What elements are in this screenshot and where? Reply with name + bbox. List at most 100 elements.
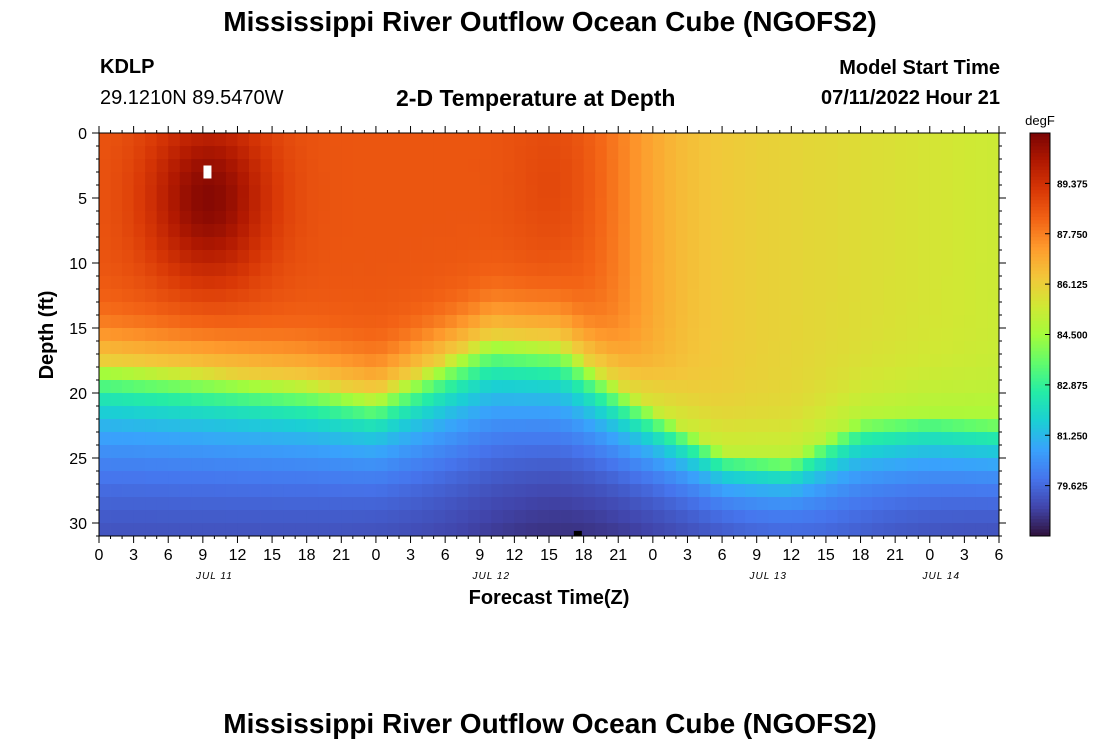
heatmap-cell bbox=[202, 263, 215, 277]
heatmap-cell bbox=[168, 328, 181, 342]
heatmap-cell bbox=[583, 263, 596, 277]
heatmap-cell bbox=[479, 341, 492, 355]
heatmap-cell bbox=[675, 237, 688, 251]
heatmap-cell bbox=[768, 523, 781, 537]
heatmap-cell bbox=[525, 445, 538, 459]
heatmap-cell bbox=[456, 289, 469, 303]
heatmap-cell bbox=[745, 289, 758, 303]
heatmap-cell bbox=[791, 133, 804, 147]
heatmap-cell bbox=[479, 289, 492, 303]
heatmap-cell bbox=[295, 510, 308, 524]
heatmap-cell bbox=[329, 354, 342, 368]
heatmap-cell bbox=[929, 419, 942, 433]
heatmap-cell bbox=[652, 276, 665, 290]
heatmap-cell bbox=[156, 159, 169, 173]
heatmap-cell bbox=[433, 289, 446, 303]
heatmap-cell bbox=[295, 159, 308, 173]
heatmap-cell bbox=[756, 198, 769, 212]
heatmap-cell bbox=[941, 510, 954, 524]
heatmap-cell bbox=[733, 237, 746, 251]
colorbar-segment bbox=[1030, 143, 1050, 147]
heatmap-cell bbox=[895, 471, 908, 485]
heatmap-cell bbox=[791, 289, 804, 303]
heatmap-cell bbox=[399, 523, 411, 537]
heatmap-cell bbox=[664, 211, 677, 225]
heatmap-cell bbox=[525, 250, 538, 264]
heatmap-cell bbox=[779, 497, 792, 511]
heatmap-cell bbox=[572, 471, 585, 485]
heatmap-cell bbox=[906, 250, 919, 264]
heatmap-cell bbox=[295, 198, 308, 212]
heatmap-cell bbox=[133, 445, 146, 459]
heatmap-cell bbox=[975, 211, 988, 225]
heatmap-cell bbox=[652, 523, 665, 537]
heatmap-cell bbox=[468, 172, 481, 186]
heatmap-cell bbox=[641, 276, 654, 290]
heatmap-cell bbox=[814, 406, 827, 420]
heatmap-cell bbox=[756, 380, 769, 394]
heatmap-cell bbox=[468, 133, 481, 147]
heatmap-cell bbox=[860, 445, 873, 459]
heatmap-cell bbox=[122, 146, 135, 160]
heatmap-cell bbox=[687, 224, 700, 238]
heatmap-cell bbox=[975, 328, 988, 342]
heatmap-cell bbox=[387, 341, 400, 355]
heatmap-cell bbox=[422, 341, 435, 355]
heatmap-cell bbox=[618, 432, 631, 446]
heatmap-cell bbox=[641, 172, 654, 186]
heatmap-cell bbox=[664, 484, 677, 498]
heatmap-cell bbox=[722, 393, 735, 407]
heatmap-cell bbox=[479, 211, 492, 225]
heatmap-cell bbox=[145, 497, 158, 511]
heatmap-cell bbox=[779, 289, 792, 303]
heatmap-cell bbox=[929, 497, 942, 511]
heatmap-cell bbox=[179, 224, 192, 238]
heatmap-cell bbox=[756, 484, 769, 498]
heatmap-cell bbox=[272, 276, 285, 290]
heatmap-cell bbox=[272, 185, 285, 199]
heatmap-cell bbox=[237, 146, 250, 160]
colorbar-segment bbox=[1030, 458, 1050, 463]
heatmap-cell bbox=[191, 393, 204, 407]
heatmap-cell bbox=[895, 393, 908, 407]
heatmap-cell bbox=[987, 419, 1000, 433]
colorbar-segment bbox=[1030, 163, 1050, 168]
heatmap-cell bbox=[202, 328, 215, 342]
heatmap-cell bbox=[202, 237, 215, 251]
heatmap-cell bbox=[295, 276, 308, 290]
x-tick-label: 0 bbox=[95, 547, 104, 564]
heatmap-cell bbox=[987, 211, 1000, 225]
heatmap-cell bbox=[583, 224, 596, 238]
heatmap-cell bbox=[572, 250, 585, 264]
colorbar-segment bbox=[1030, 304, 1050, 309]
heatmap-cell bbox=[618, 250, 631, 264]
heatmap-cell bbox=[860, 185, 873, 199]
heatmap-cell bbox=[110, 341, 123, 355]
x-tick-label: 21 bbox=[332, 547, 350, 564]
heatmap-cell bbox=[768, 484, 781, 498]
heatmap-cell bbox=[318, 458, 331, 472]
heatmap-cell bbox=[964, 432, 977, 446]
heatmap-cell bbox=[975, 432, 988, 446]
heatmap-cell bbox=[929, 432, 942, 446]
heatmap-cell bbox=[283, 471, 296, 485]
x-tick-label: 9 bbox=[752, 547, 761, 564]
heatmap-cell bbox=[560, 198, 573, 212]
heatmap-cell bbox=[260, 185, 273, 199]
heatmap-cell bbox=[618, 341, 631, 355]
heatmap-cell bbox=[987, 185, 1000, 199]
heatmap-cell bbox=[641, 302, 654, 316]
heatmap-cell bbox=[733, 497, 746, 511]
heatmap-cell bbox=[941, 146, 954, 160]
heatmap-cell bbox=[514, 289, 527, 303]
colorbar-segment bbox=[1030, 153, 1050, 158]
heatmap-cell bbox=[929, 276, 942, 290]
heatmap-cell bbox=[802, 432, 815, 446]
heatmap-cell bbox=[237, 445, 250, 459]
heatmap-cell bbox=[514, 367, 527, 381]
heatmap-cell bbox=[791, 198, 804, 212]
heatmap-cell bbox=[445, 432, 458, 446]
heatmap-cell bbox=[110, 224, 123, 238]
heatmap-cell bbox=[352, 380, 365, 394]
heatmap-cell bbox=[272, 263, 285, 277]
